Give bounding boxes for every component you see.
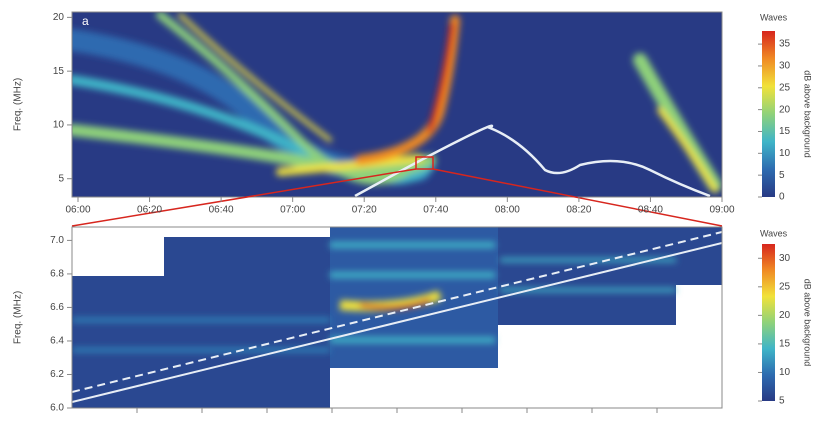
y-tick-label: 6.4 <box>50 336 64 347</box>
x-tick-label: 06:20 <box>137 205 162 216</box>
y-tick-label: 15 <box>53 66 65 77</box>
y-tick-label: 20 <box>53 12 65 23</box>
colorbar-label: dB above background <box>803 70 813 158</box>
colorbar-tick-label: 15 <box>779 339 791 350</box>
y-tick-label: 5 <box>58 173 64 184</box>
x-tick-label: 08:00 <box>495 205 520 216</box>
y-tick-label: 6.2 <box>50 369 64 380</box>
panel-label: b <box>82 229 89 243</box>
x-tick-label: 08:40 <box>638 205 663 216</box>
colorbar-tick-label: 20 <box>779 310 791 321</box>
colorbar-tick-label: 15 <box>779 126 791 137</box>
spectrogram-a <box>72 12 722 197</box>
panel-label: a <box>82 14 89 28</box>
colorbar-tick-label: 25 <box>779 281 791 292</box>
colorbar-label: dB above background <box>803 279 813 367</box>
x-ticks-b <box>136 408 658 413</box>
colorbar-tick-label: 5 <box>779 170 785 181</box>
colorbar-tick-label: 5 <box>779 396 785 407</box>
spectrogram-b <box>72 227 722 408</box>
y-tick-label: 10 <box>53 120 65 131</box>
y-axis-label: Freq. (MHz) <box>13 78 24 131</box>
colorbar-tick-label: 10 <box>779 148 791 159</box>
colorbar-tick-label: 25 <box>779 82 791 93</box>
y-tick-label: 6.6 <box>50 302 64 313</box>
x-tick-label: 08:20 <box>566 205 591 216</box>
colorbar-tick-label: 30 <box>779 61 791 72</box>
colorbar <box>762 244 775 401</box>
y-axis-label: Freq. (MHz) <box>13 291 24 344</box>
y-tick-label: 7.0 <box>50 235 64 246</box>
colorbar-tick-label: 30 <box>779 253 791 264</box>
colorbar-title: Waves <box>760 12 788 22</box>
x-tick-label: 07:20 <box>352 205 377 216</box>
colorbar-tick-label: 35 <box>779 39 791 50</box>
frame-a <box>71 11 723 198</box>
x-tick-label: 06:00 <box>65 205 90 216</box>
zoom-lines <box>71 168 723 227</box>
y-tick-label: 6.0 <box>50 403 64 414</box>
x-tick-label: 07:00 <box>280 205 305 216</box>
y-tick-label: 6.8 <box>50 269 64 280</box>
colorbar-tick-label: 10 <box>779 367 791 378</box>
x-tick-label: 07:40 <box>423 205 448 216</box>
colorbar <box>762 31 775 197</box>
colorbar-tick-label: 0 <box>779 192 785 203</box>
colorbar-tick-label: 20 <box>779 104 791 115</box>
x-tick-label: 09:00 <box>709 205 734 216</box>
colorbar-title: Waves <box>760 228 788 238</box>
x-tick-label: 06:40 <box>209 205 234 216</box>
